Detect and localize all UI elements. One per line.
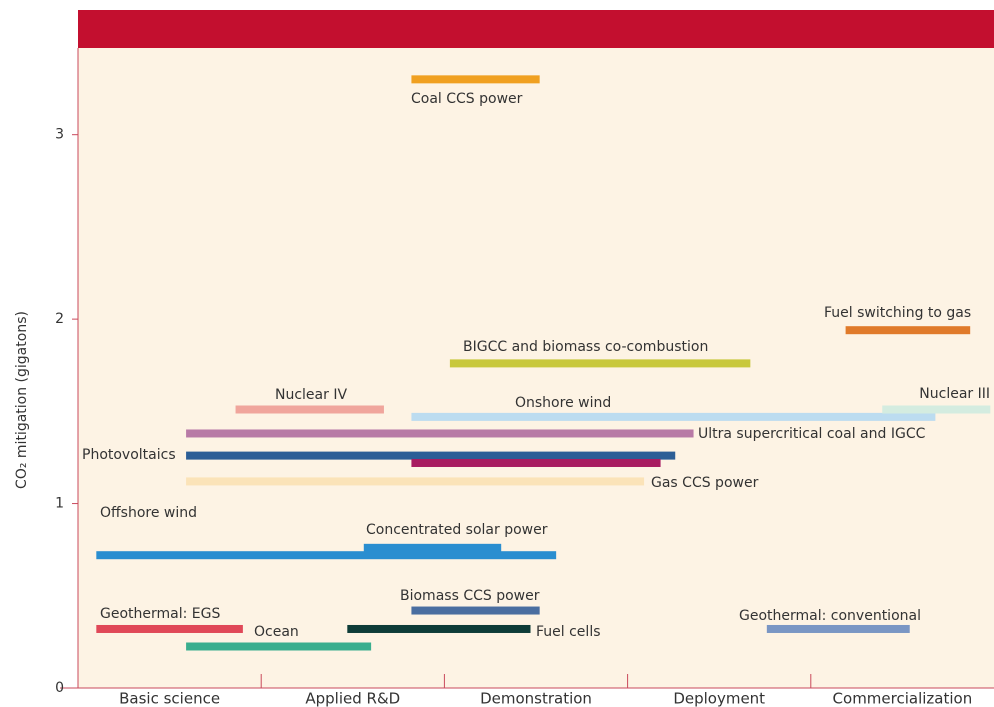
x-tick-label: Commercialization [833,690,973,707]
bar-label: Nuclear IV [275,387,347,403]
bar-label: BIGCC and biomass co-combustion [463,339,708,355]
range-bar [411,75,540,84]
range-bar [186,642,372,651]
bar-label: Ultra supercritical coal and IGCC [698,426,926,442]
range-bar [186,429,694,438]
header-band [78,10,994,48]
range-bar [882,405,991,414]
x-tick-label: Deployment [673,690,765,707]
range-bar [411,412,936,421]
range-bar [186,477,645,486]
x-tick-label: Applied R&D [305,690,400,707]
range-bar [347,624,531,633]
bar-label: Geothermal: conventional [739,608,921,624]
range-bar [766,624,910,633]
y-tick-label: 2 [55,311,64,327]
bar-label: Coal CCS power [411,91,523,107]
range-bar [96,551,557,560]
bar-label: Nuclear III [919,386,990,402]
range-bar [235,405,384,414]
y-tick-label: 1 [55,496,64,512]
range-bar [363,543,502,552]
bar-label: Gas CCS power [651,475,759,491]
bar-label: Fuel switching to gas [824,305,971,321]
y-tick-label: 3 [55,127,64,143]
y-axis-label: CO₂ mitigation (gigatons) [14,311,30,489]
bar-label: Geothermal: EGS [100,606,220,622]
x-tick-label: Basic science [119,690,220,707]
bar-label: Biomass CCS power [400,588,540,604]
bar-label: Concentrated solar power [366,522,548,538]
bar-label: Photovoltaics [82,447,176,463]
bar-label: Offshore wind [100,505,197,521]
range-bar [845,326,971,335]
bar-label: Ocean [254,624,299,640]
x-tick-label: Demonstration [480,690,592,707]
range-bar [96,624,243,633]
range-bar [449,359,751,368]
plot-background [78,10,994,688]
bar-label: Fuel cells [536,624,601,640]
range-bar [186,451,676,460]
range-bar [411,458,661,467]
range-bar [411,606,540,615]
bar-label: Onshore wind [515,395,611,411]
y-tick-label: 0 [55,680,64,696]
